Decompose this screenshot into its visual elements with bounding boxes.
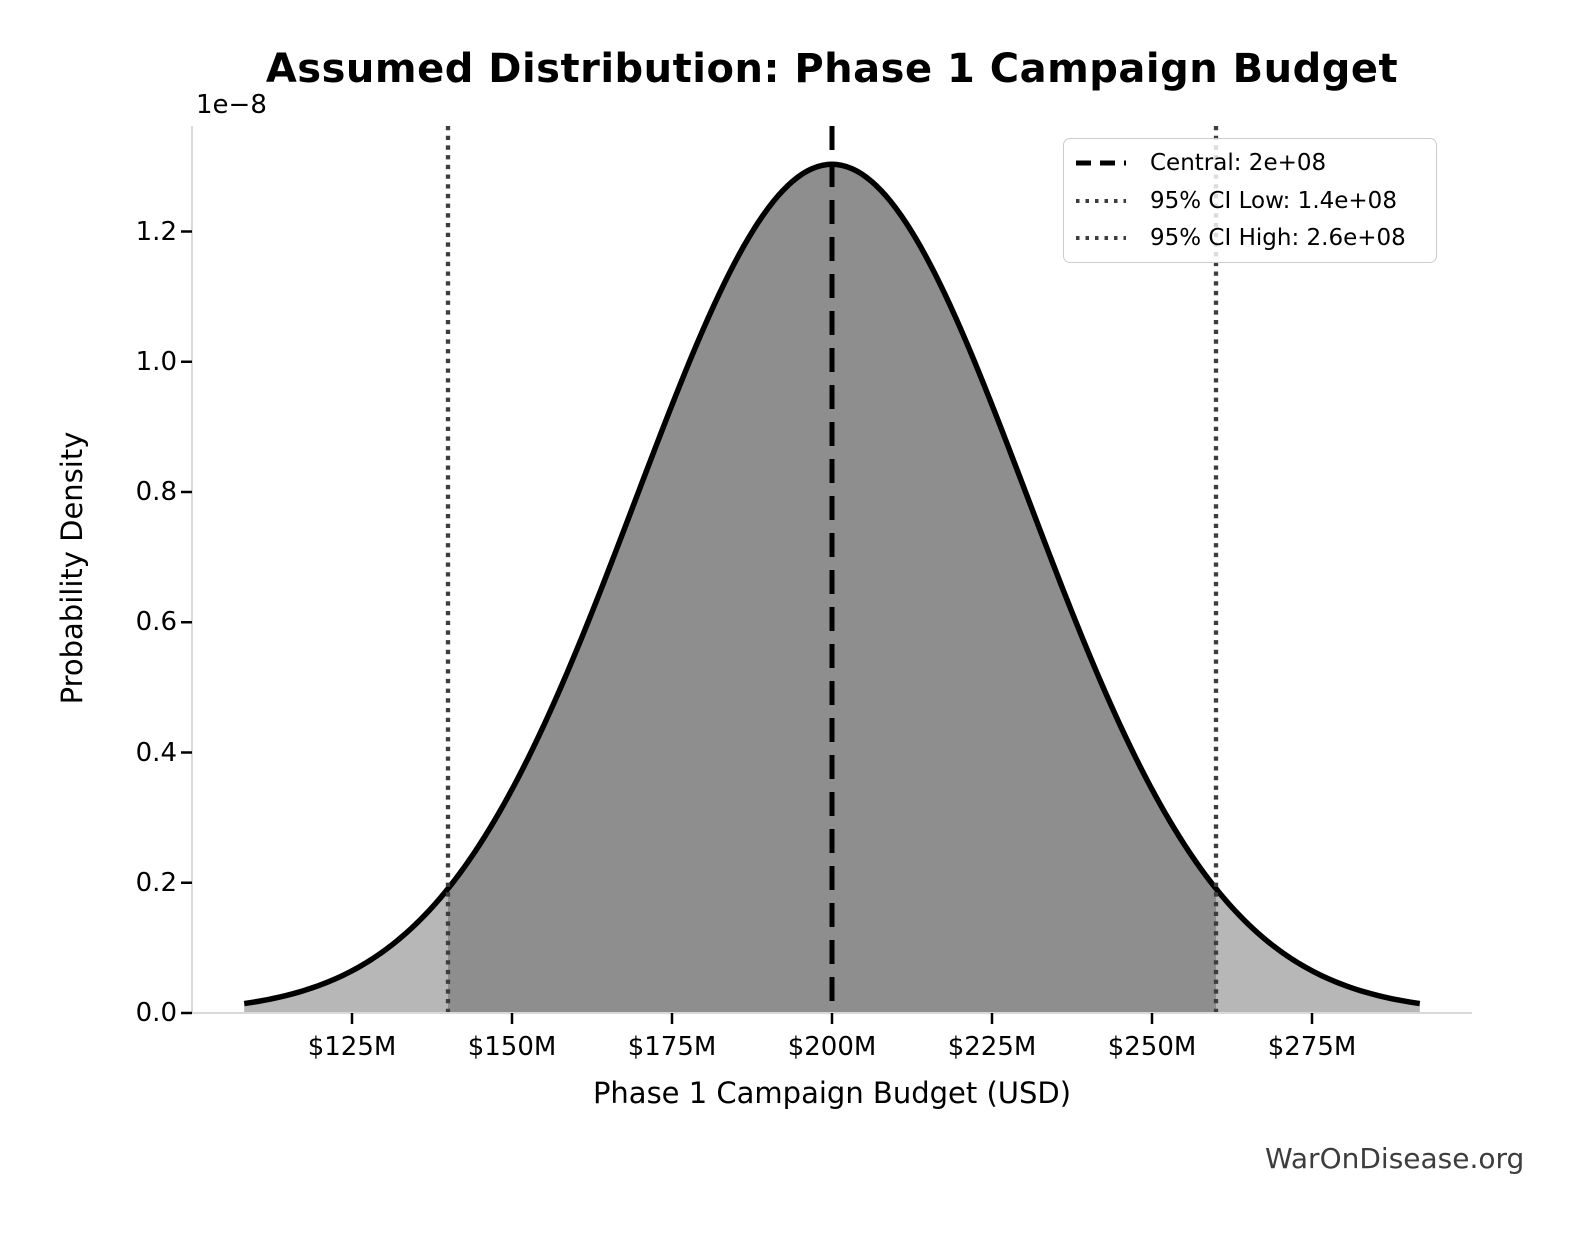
x-tick-label: $200M bbox=[787, 1032, 877, 1062]
x-tick-label: $125M bbox=[307, 1032, 397, 1062]
x-tick-label: $175M bbox=[627, 1032, 717, 1062]
legend-item-central: Central: 2e+08 bbox=[1076, 144, 1424, 182]
x-tick-label: $250M bbox=[1107, 1032, 1197, 1062]
y-tick-label: 0.6 bbox=[135, 607, 177, 638]
watermark: WarOnDisease.org bbox=[1265, 1142, 1525, 1175]
legend-item-ci-high: 95% CI High: 2.6e+08 bbox=[1076, 219, 1424, 257]
x-tick-label: $150M bbox=[467, 1032, 557, 1062]
dotted-line-icon bbox=[1076, 198, 1126, 203]
legend-label-central: Central: 2e+08 bbox=[1150, 149, 1327, 176]
legend: Central: 2e+08 95% CI Low: 1.4e+08 95% C… bbox=[1063, 138, 1437, 263]
dotted-line-icon bbox=[1076, 236, 1126, 241]
x-axis-label: Phase 1 Campaign Budget (USD) bbox=[592, 1076, 1072, 1110]
y-axis-label: Probability Density bbox=[55, 431, 89, 705]
y-tick-label: 1.0 bbox=[135, 346, 177, 377]
y-tick-label: 0.2 bbox=[135, 867, 177, 898]
y-tick-label: 0.4 bbox=[135, 737, 177, 768]
dashed-line-icon bbox=[1076, 160, 1126, 166]
y-tick-label: 0.0 bbox=[135, 998, 177, 1028]
legend-item-ci-low: 95% CI Low: 1.4e+08 bbox=[1076, 182, 1424, 220]
y-tick-label: 0.8 bbox=[135, 477, 177, 507]
x-tick-label: $225M bbox=[947, 1032, 1037, 1062]
y-axis-offset-label: 1e−8 bbox=[196, 90, 267, 120]
legend-label-ci-low: 95% CI Low: 1.4e+08 bbox=[1150, 187, 1397, 214]
legend-label-ci-high: 95% CI High: 2.6e+08 bbox=[1150, 225, 1406, 252]
x-tick-label: $275M bbox=[1267, 1032, 1357, 1062]
y-tick-label: 1.2 bbox=[135, 216, 177, 247]
chart-title: Assumed Distribution: Phase 1 Campaign B… bbox=[265, 46, 1399, 92]
